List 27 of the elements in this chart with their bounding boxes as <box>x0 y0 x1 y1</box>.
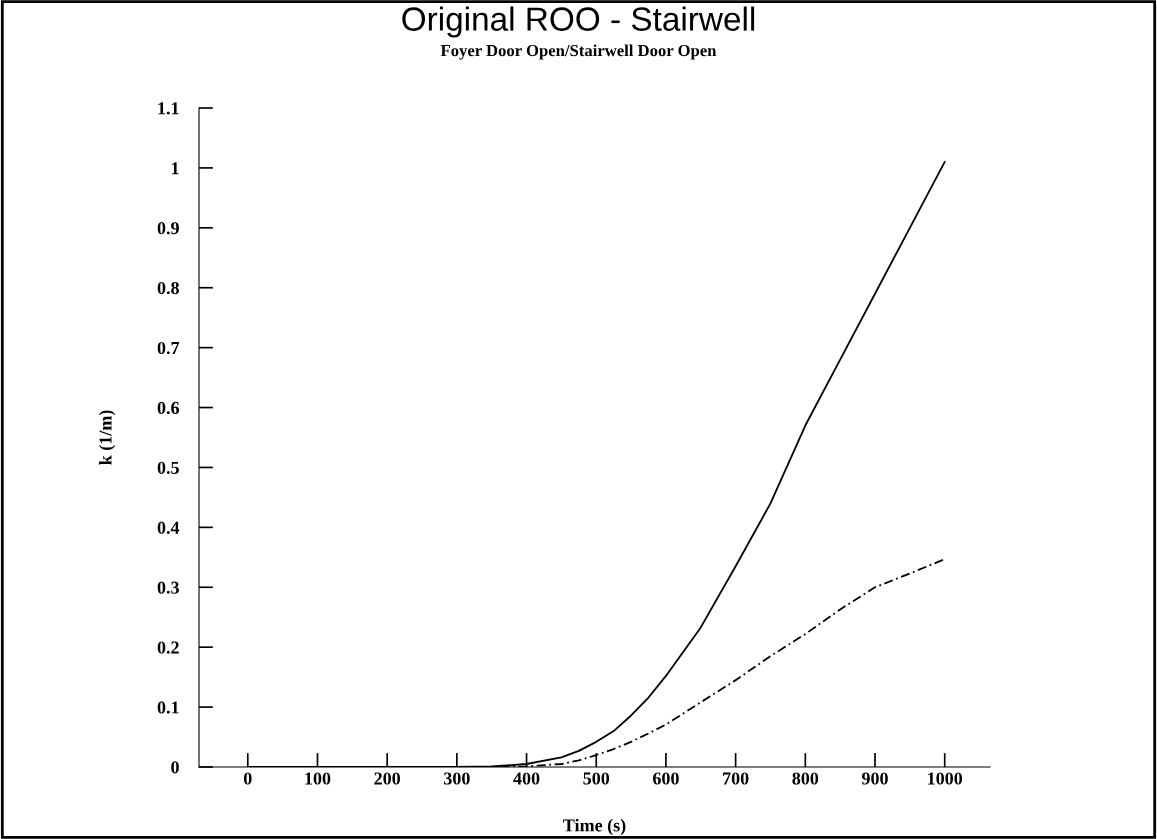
y-tick-label: 0.8 <box>157 281 179 295</box>
x-tick-label: 600 <box>653 772 679 785</box>
x-tick-label: 700 <box>723 772 749 785</box>
y-tick-label: 0.2 <box>157 641 179 654</box>
x-tick-label: 300 <box>444 772 470 785</box>
x-tick-label: 500 <box>583 772 610 785</box>
x-tick-label: 1000 <box>928 772 963 785</box>
y-tick-label: 0.9 <box>157 222 179 235</box>
x-tick-label: 100 <box>305 772 331 785</box>
x-tick-label: 400 <box>513 772 540 785</box>
y-axis-title: k (1/m) <box>98 410 116 465</box>
y-tick-label: 0.4 <box>157 521 180 534</box>
y-tick-label: 1.1 <box>158 102 179 115</box>
y-tick-label: 0.7 <box>157 341 180 355</box>
chart-subtitle: Foyer Door Open/Stairwell Door Open <box>440 44 717 60</box>
y-tick-label: 0.1 <box>157 701 179 714</box>
y-tick-label: 0.6 <box>157 401 180 415</box>
x-tick-label: 800 <box>792 772 819 785</box>
y-tick-label: 0.5 <box>157 461 179 474</box>
y-tick-label: 0 <box>171 761 179 774</box>
x-tick-label: 0 <box>243 772 252 785</box>
y-tick-label: 0.3 <box>157 581 179 594</box>
x-axis-title: Time (s) <box>563 818 626 836</box>
x-tick-label: 200 <box>374 772 401 785</box>
chart-title: Original ROO - Stairwell <box>402 6 755 38</box>
y-tick-label: 1 <box>171 162 179 175</box>
x-tick-label: 900 <box>861 772 888 785</box>
